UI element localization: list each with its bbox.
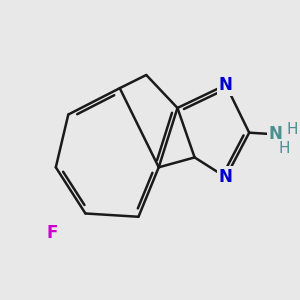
Text: N: N xyxy=(269,125,283,143)
Text: H: H xyxy=(287,122,298,136)
Text: F: F xyxy=(47,224,58,242)
Text: N: N xyxy=(219,76,233,94)
Text: N: N xyxy=(219,168,233,186)
Text: H: H xyxy=(279,141,290,156)
